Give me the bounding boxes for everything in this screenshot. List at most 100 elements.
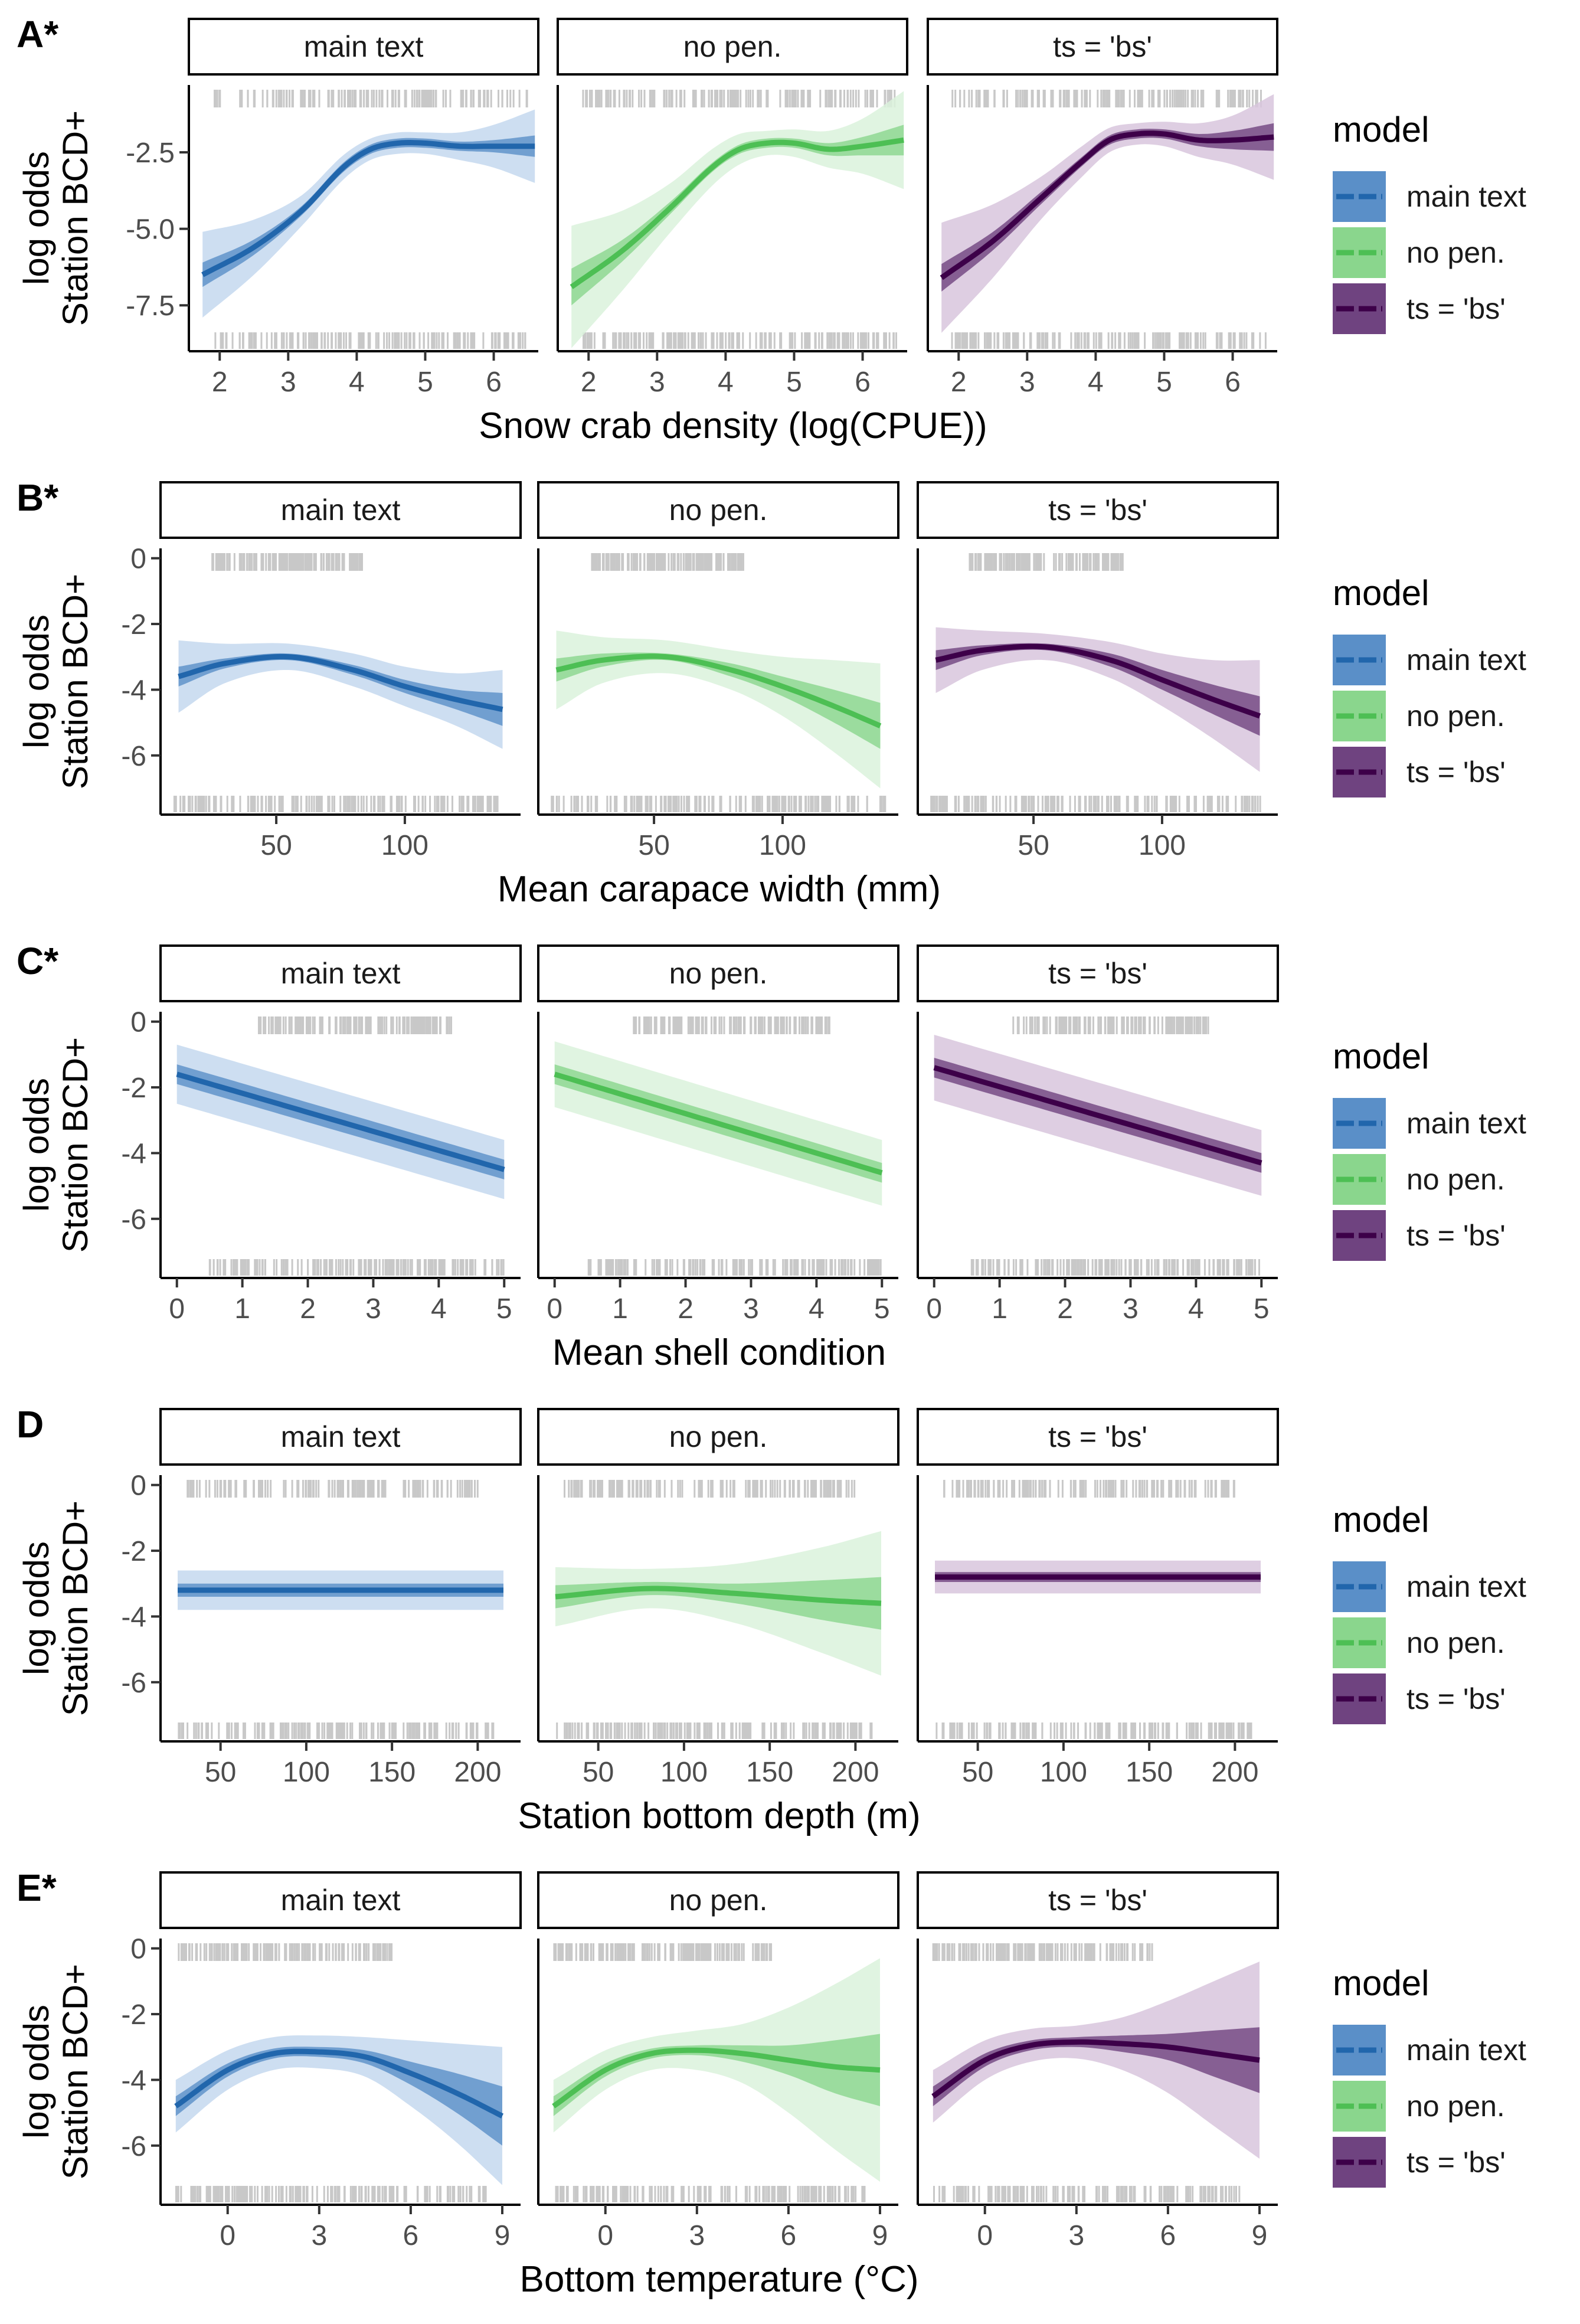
fit-line: [555, 1586, 882, 1606]
x-tick-label: 9: [1252, 2220, 1268, 2251]
y-axis-title-line2: Station BCD+: [55, 1964, 95, 2179]
confidence-band-outer: [555, 1531, 881, 1676]
x-tick-label: 4: [809, 1293, 825, 1325]
y-axis-title-line1: log odds: [17, 1541, 56, 1675]
legend: model main text no pen. ts = 'bs': [1333, 1037, 1526, 1261]
x-tick-label: 2: [678, 1293, 694, 1325]
legend-label: no pen.: [1406, 1163, 1505, 1196]
facet-strip: [159, 481, 522, 539]
x-tick-label: 0: [597, 2220, 613, 2251]
x-tick-label: 100: [1040, 1757, 1087, 1788]
x-tick-label: 6: [1160, 2220, 1176, 2251]
facet-strip-label: ts = 'bs': [1048, 1884, 1147, 1917]
x-tick-label: 3: [311, 2220, 327, 2251]
facet-strip-label: no pen.: [669, 1420, 768, 1453]
x-tick-label: 9: [495, 2220, 511, 2251]
rug-marks: [932, 1943, 1241, 2202]
x-tick-label: 0: [169, 1293, 185, 1325]
x-tick-label: 200: [832, 1757, 879, 1788]
panel-tag: B*: [17, 476, 58, 519]
x-tick-label: 3: [649, 367, 665, 398]
panel-tag: A*: [17, 13, 58, 55]
facet-strip: [917, 1871, 1279, 1929]
y-axis-title-line1: log odds: [17, 1078, 56, 1212]
x-tick-label: 6: [855, 367, 871, 398]
x-tick-label: 2: [951, 367, 967, 398]
rug-marks: [178, 1480, 495, 1739]
legend-title: model: [1333, 1500, 1429, 1539]
y-axis-title-line2: Station BCD+: [55, 1037, 95, 1253]
x-tick-label: 0: [547, 1293, 562, 1325]
fit-line: [554, 1071, 883, 1176]
fit-line: [570, 137, 904, 289]
facet-strip: [917, 1408, 1279, 1466]
x-tick-label: 3: [365, 1293, 381, 1325]
facet-strip: [188, 18, 539, 76]
confidence-band-inner: [553, 2034, 880, 2116]
facet-strip-label: ts = 'bs': [1048, 493, 1147, 527]
x-tick-label: 6: [486, 367, 502, 398]
y-tick-label: -2: [121, 1073, 146, 1104]
facet-panel: no pen. 0 3 6 9: [537, 1871, 899, 2251]
confidence-band-outer: [556, 630, 881, 789]
fit-line: [940, 130, 1274, 280]
rug-marks: [930, 553, 1261, 812]
x-tick-label: 0: [220, 2220, 235, 2251]
x-tick-label: 0: [977, 2220, 993, 2251]
x-tick-label: 5: [1254, 1293, 1270, 1325]
x-tick-label: 9: [872, 2220, 888, 2251]
y-tick-label: 0: [130, 1470, 146, 1502]
panel-tag: C*: [17, 940, 58, 982]
x-tick-label: 50: [205, 1757, 236, 1788]
facet-strip-label: ts = 'bs': [1048, 1420, 1147, 1453]
x-tick-label: 5: [496, 1293, 512, 1325]
x-tick-label: 100: [660, 1757, 708, 1788]
y-tick-label: -7.5: [126, 290, 175, 322]
y-tick-label: -4: [121, 1138, 146, 1169]
facet-strip-label: ts = 'bs': [1053, 30, 1152, 63]
facet-strip: [159, 944, 522, 1002]
facet-panel: ts = 'bs' 0 3 6 9: [917, 1871, 1279, 2251]
facet-strip-label: main text: [281, 1884, 401, 1917]
x-tick-label: 3: [1123, 1293, 1139, 1325]
y-tick-label: -5.0: [126, 214, 175, 246]
y-tick-label: -2: [121, 1999, 146, 2031]
x-axis-title: Mean carapace width (mm): [498, 869, 941, 910]
facet-strip: [159, 1871, 522, 1929]
facet-panel: ts = 'bs' 50 100 150 200: [917, 1408, 1279, 1788]
facet-panel: ts = 'bs' 0 1 2 3 4 5: [917, 944, 1279, 1325]
x-tick-label: 150: [1126, 1757, 1173, 1788]
x-tick-label: 4: [349, 367, 365, 398]
fit-line: [935, 643, 1261, 719]
legend: model main text no pen. ts = 'bs': [1333, 573, 1526, 797]
legend-title: model: [1333, 1037, 1429, 1076]
rug-marks: [553, 1943, 866, 2202]
y-tick-label: -4: [121, 2065, 146, 2096]
legend-label: no pen.: [1406, 2090, 1505, 2123]
y-axis-title-line1: log odds: [17, 2005, 56, 2139]
facet-strip: [917, 944, 1279, 1002]
rug-marks: [935, 1480, 1252, 1739]
x-tick-label: 1: [612, 1293, 628, 1325]
rug-marks: [214, 90, 528, 349]
x-axis-title: Mean shell condition: [552, 1332, 886, 1373]
legend: model main text no pen. ts = 'bs': [1333, 1500, 1526, 1724]
y-tick-label: -4: [121, 1601, 146, 1633]
fit-line: [552, 2047, 881, 2109]
fit-line: [201, 140, 535, 277]
x-tick-label: 3: [1068, 2220, 1084, 2251]
x-tick-label: 3: [743, 1293, 759, 1325]
y-tick-label: -2: [121, 609, 146, 640]
x-tick-label: 4: [1188, 1293, 1204, 1325]
x-tick-label: 3: [689, 2220, 705, 2251]
confidence-band-outer: [178, 640, 503, 749]
y-axis-title-line1: log odds: [17, 614, 56, 748]
x-tick-label: 1: [992, 1293, 1007, 1325]
legend-label: no pen.: [1406, 1626, 1505, 1659]
x-tick-label: 50: [962, 1757, 993, 1788]
y-tick-label: -6: [121, 741, 146, 772]
confidence-band-outer: [941, 94, 1274, 333]
y-tick-label: -6: [121, 1204, 146, 1235]
facet-panel: main text 0 3 6 9 0 -2 -4 -6: [121, 1871, 522, 2251]
x-tick-label: 100: [381, 830, 428, 861]
